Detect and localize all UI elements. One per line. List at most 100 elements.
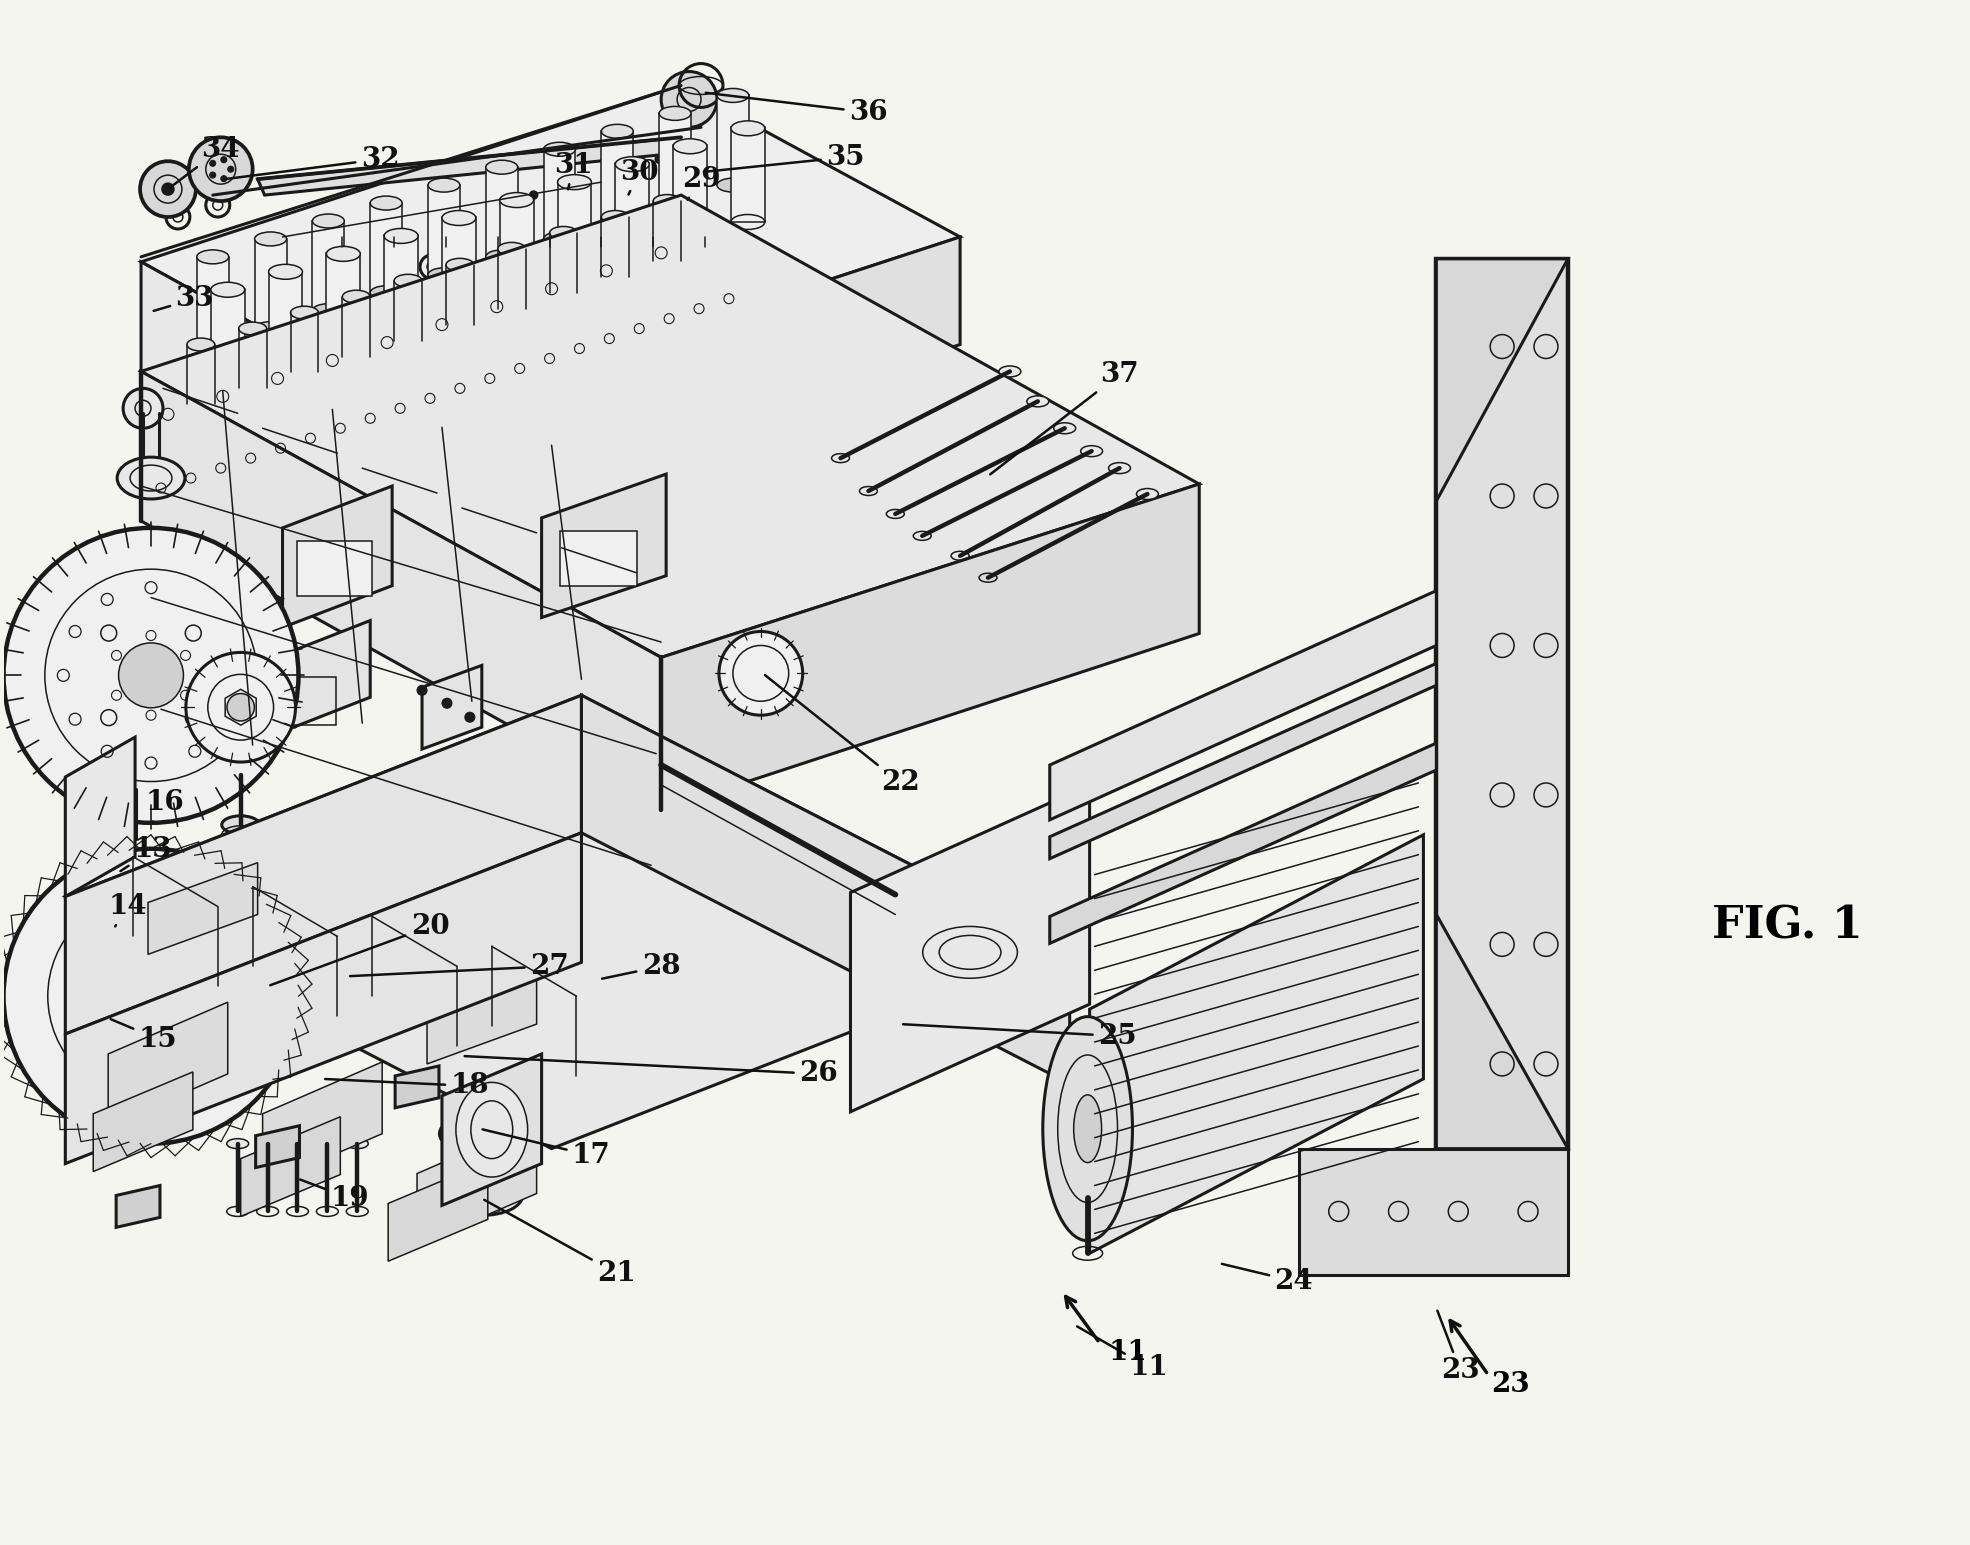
Circle shape	[727, 482, 735, 490]
Ellipse shape	[187, 338, 215, 351]
Bar	[601, 131, 632, 221]
Polygon shape	[1050, 663, 1436, 859]
Circle shape	[341, 425, 349, 433]
Ellipse shape	[500, 193, 534, 207]
Ellipse shape	[254, 232, 286, 246]
Bar	[717, 96, 749, 185]
Polygon shape	[422, 666, 483, 749]
Circle shape	[491, 425, 498, 433]
Circle shape	[280, 425, 288, 433]
Ellipse shape	[313, 215, 345, 229]
Bar	[487, 167, 518, 256]
Ellipse shape	[455, 1083, 528, 1177]
Bar	[544, 150, 575, 239]
Circle shape	[530, 192, 538, 199]
Text: 33: 33	[154, 286, 215, 312]
Ellipse shape	[427, 267, 459, 281]
Bar	[274, 677, 337, 725]
Bar	[211, 289, 244, 383]
Circle shape	[756, 482, 764, 490]
Text: 16: 16	[146, 789, 185, 822]
Text: 32: 32	[227, 145, 400, 179]
Circle shape	[418, 686, 427, 695]
Polygon shape	[1436, 260, 1568, 501]
Circle shape	[489, 482, 496, 490]
Ellipse shape	[370, 196, 402, 210]
Ellipse shape	[197, 340, 229, 354]
Circle shape	[370, 425, 378, 433]
Circle shape	[400, 425, 408, 433]
Circle shape	[636, 482, 646, 490]
Circle shape	[579, 425, 587, 433]
Bar	[500, 199, 534, 294]
Ellipse shape	[370, 286, 402, 300]
Polygon shape	[1436, 260, 1568, 1148]
Ellipse shape	[544, 232, 575, 246]
Polygon shape	[396, 1066, 439, 1108]
Circle shape	[219, 482, 227, 490]
Circle shape	[118, 643, 183, 708]
Circle shape	[4, 848, 299, 1143]
Polygon shape	[148, 862, 258, 955]
Ellipse shape	[445, 1151, 508, 1179]
Text: 23: 23	[1491, 1372, 1529, 1398]
Ellipse shape	[290, 306, 319, 320]
Circle shape	[185, 652, 296, 762]
Text: 19: 19	[299, 1179, 370, 1211]
Polygon shape	[65, 833, 581, 1163]
Text: 29: 29	[682, 165, 721, 199]
Circle shape	[668, 482, 676, 490]
Circle shape	[227, 694, 254, 722]
Text: FIG. 1: FIG. 1	[1712, 905, 1862, 949]
Circle shape	[250, 425, 258, 433]
Circle shape	[122, 388, 164, 428]
Text: 14: 14	[108, 893, 148, 927]
Polygon shape	[282, 487, 392, 627]
Ellipse shape	[427, 178, 459, 192]
Circle shape	[4, 528, 299, 823]
Polygon shape	[83, 68, 1568, 1463]
Polygon shape	[65, 695, 1070, 1148]
Ellipse shape	[197, 250, 229, 264]
Ellipse shape	[1082, 445, 1103, 457]
Polygon shape	[65, 737, 136, 896]
Polygon shape	[142, 195, 1200, 658]
Ellipse shape	[853, 953, 938, 975]
Circle shape	[221, 425, 229, 433]
Circle shape	[548, 482, 556, 490]
Bar	[313, 221, 345, 311]
Circle shape	[489, 202, 496, 212]
Bar	[297, 541, 372, 596]
Circle shape	[457, 482, 465, 490]
Circle shape	[638, 425, 648, 433]
Text: 21: 21	[485, 1200, 636, 1287]
Polygon shape	[581, 695, 1070, 1085]
Ellipse shape	[601, 210, 628, 224]
Ellipse shape	[558, 175, 591, 190]
Circle shape	[786, 482, 794, 490]
Circle shape	[465, 712, 475, 722]
Circle shape	[849, 425, 857, 433]
Ellipse shape	[238, 321, 266, 335]
Bar	[427, 185, 459, 275]
Circle shape	[699, 425, 707, 433]
Bar	[441, 216, 477, 312]
Ellipse shape	[487, 250, 518, 264]
Circle shape	[209, 161, 215, 167]
Ellipse shape	[859, 980, 932, 1018]
Polygon shape	[116, 1185, 160, 1227]
Circle shape	[311, 425, 319, 433]
Ellipse shape	[601, 124, 632, 139]
Bar	[731, 127, 764, 222]
Circle shape	[670, 425, 678, 433]
Ellipse shape	[384, 229, 418, 244]
Polygon shape	[108, 1003, 229, 1126]
Ellipse shape	[1054, 423, 1076, 434]
Polygon shape	[418, 236, 959, 521]
Text: 37: 37	[991, 362, 1139, 474]
Text: 11: 11	[1078, 1327, 1168, 1381]
Circle shape	[758, 425, 766, 433]
Circle shape	[662, 71, 717, 127]
Bar	[384, 235, 418, 329]
Ellipse shape	[654, 195, 682, 207]
